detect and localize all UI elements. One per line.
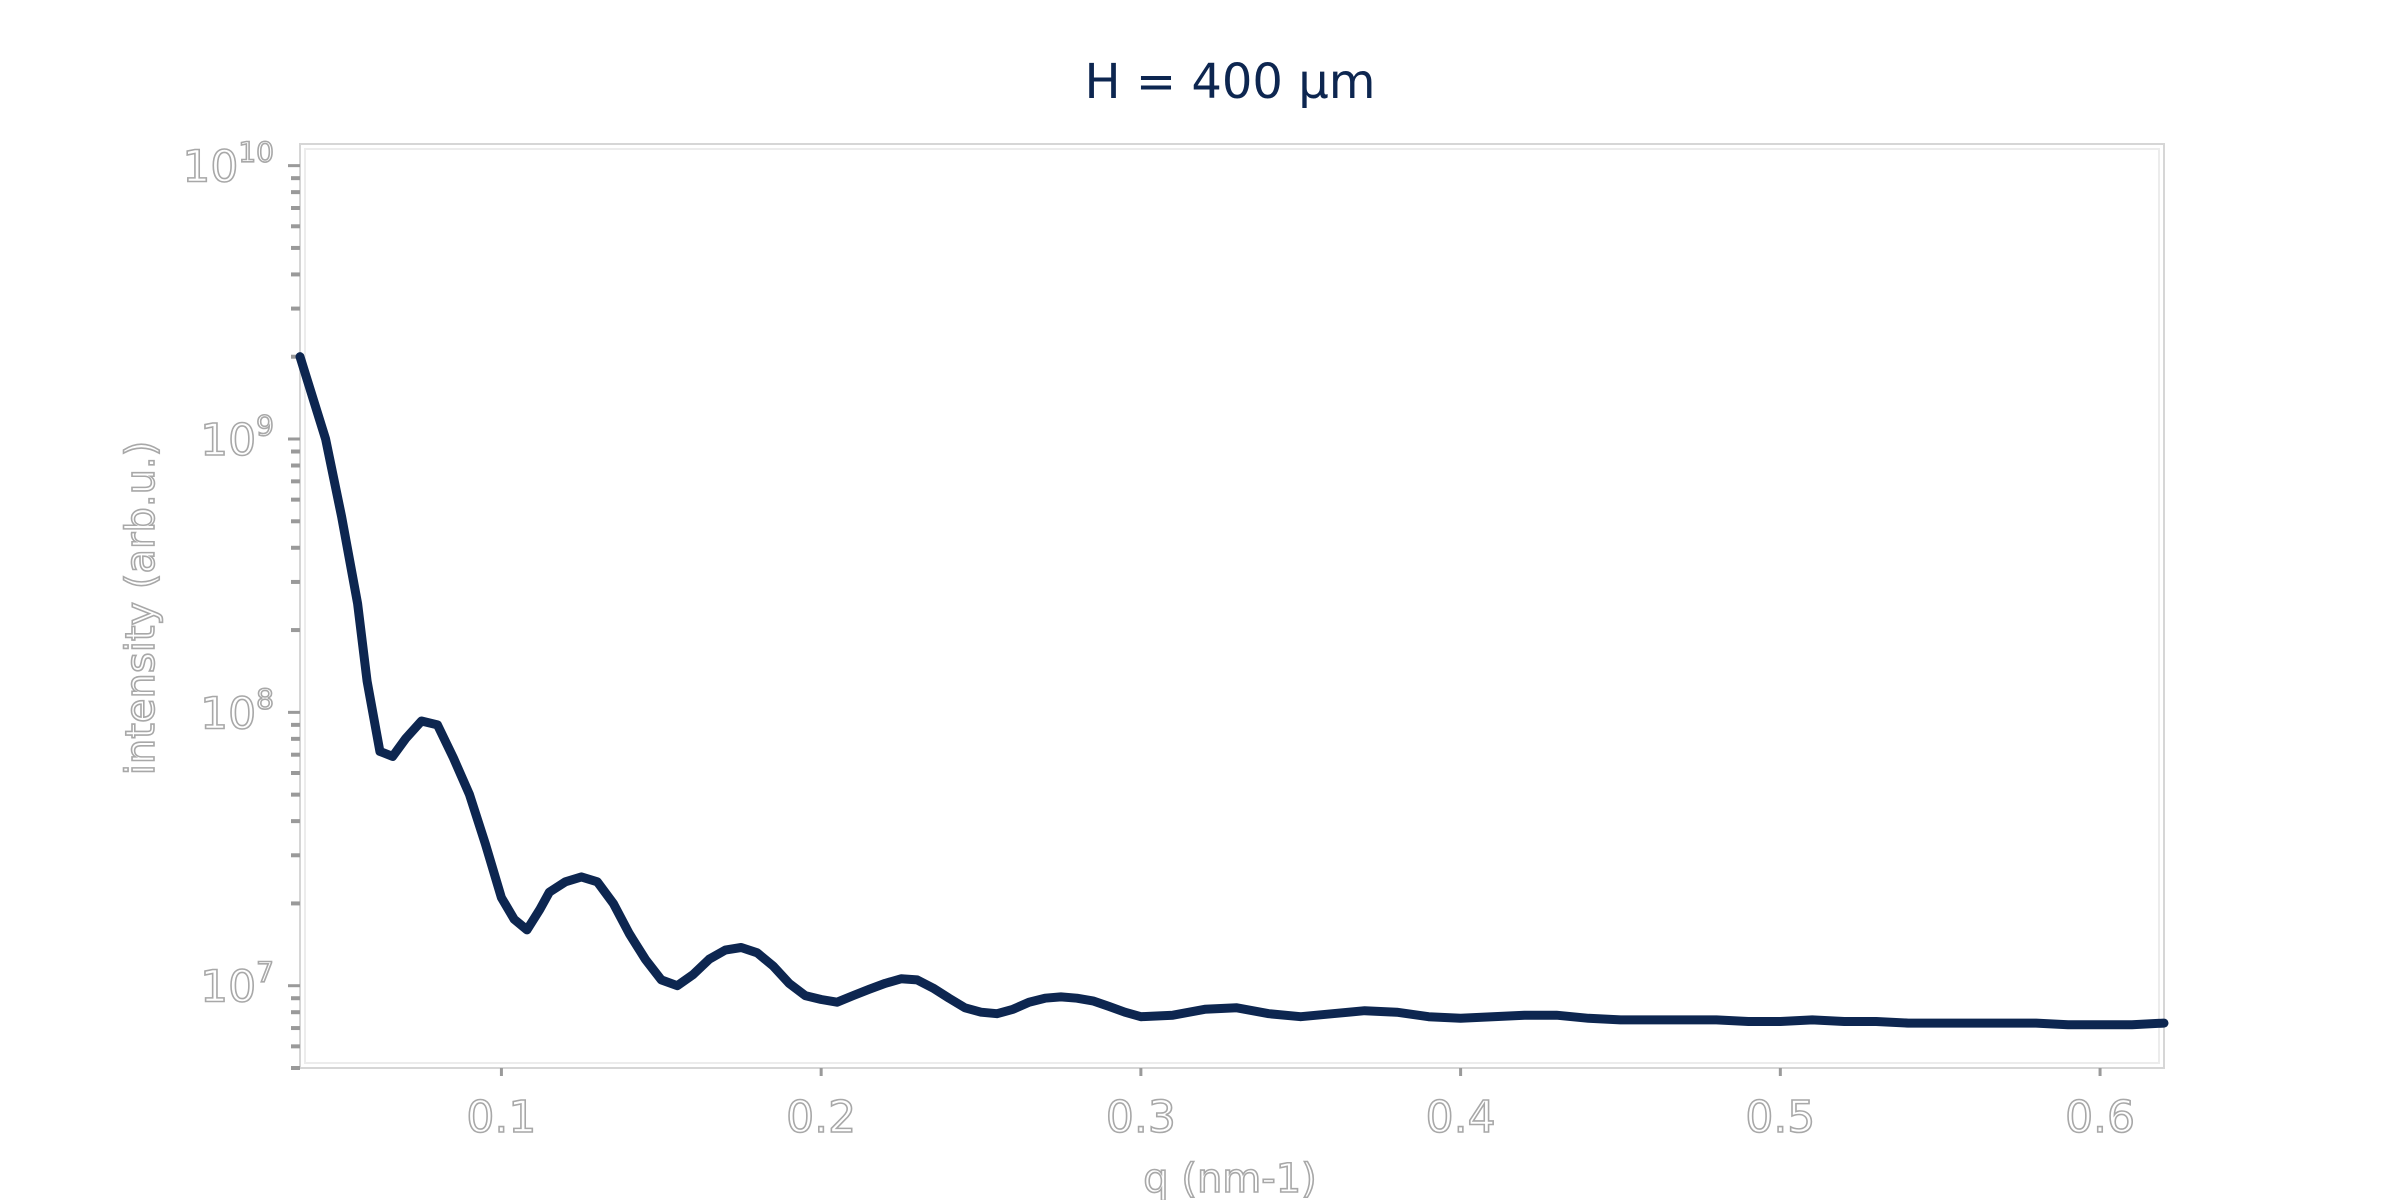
x-tick-label: 0.6 xyxy=(2065,1092,2135,1143)
chart-title: H = 400 μm xyxy=(1085,54,1376,110)
x-tick-label: 0.1 xyxy=(466,1092,536,1143)
series-layer xyxy=(295,352,2169,1030)
y-tick-exponent: 8 xyxy=(256,682,274,715)
series-line-0 xyxy=(295,352,2169,1030)
y-tick-base: 10 xyxy=(200,962,256,1013)
y-tick-base: 10 xyxy=(200,688,256,739)
x-tick-label: 0.2 xyxy=(786,1092,856,1143)
x-tick-label: 0.4 xyxy=(1426,1092,1496,1143)
y-tick-exponent: 10 xyxy=(238,136,274,169)
x-axis-ticks: 0.1 0.2 0.3 0.4 0.5 0.6 xyxy=(466,1068,2136,1144)
y-axis-label: intensity (arb.u.) xyxy=(118,441,164,775)
plot-area-inner-frame xyxy=(304,148,2160,1064)
y-tick-base: 10 xyxy=(182,142,238,193)
y-tick-exponent: 9 xyxy=(256,409,274,442)
x-axis-label: q (nm-1) xyxy=(1143,1156,1317,1200)
y-tick-label: 109 xyxy=(200,409,274,466)
y-tick-base: 10 xyxy=(200,415,256,466)
y-tick-exponent: 7 xyxy=(256,956,274,989)
x-tick-label: 0.5 xyxy=(1745,1092,1815,1143)
y-tick-label: 107 xyxy=(200,956,274,1013)
y-tick-label: 108 xyxy=(200,682,274,739)
x-tick-label: 0.3 xyxy=(1106,1092,1176,1143)
y-tick-label: 1010 xyxy=(182,136,274,193)
plot-area-frame xyxy=(299,143,2165,1069)
